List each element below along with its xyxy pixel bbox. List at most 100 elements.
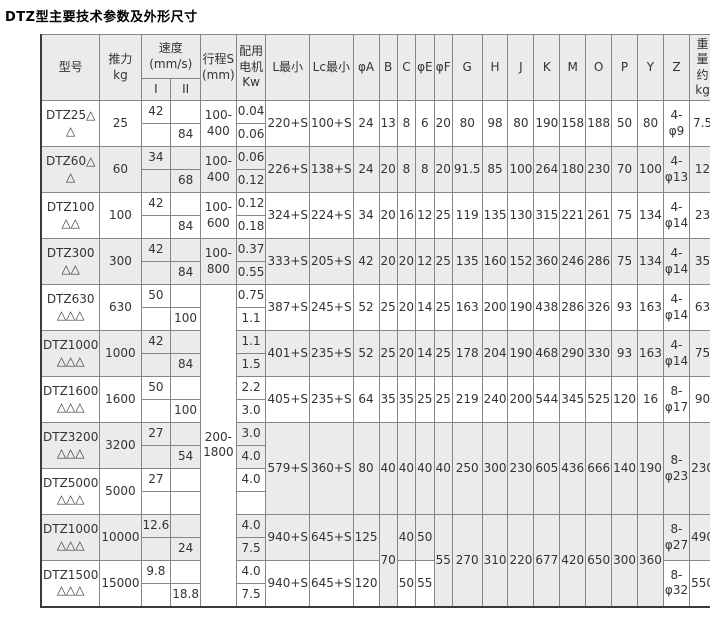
dim-cell: 152 xyxy=(507,238,535,285)
header-cell: K xyxy=(533,34,561,101)
z-cell: 4- φ14 xyxy=(662,284,691,331)
dim-cell: 190 xyxy=(533,100,561,147)
dim-cell: 250 xyxy=(451,422,483,515)
dim-cell: 40 xyxy=(433,422,453,515)
z-cell: 4- φ13 xyxy=(662,146,691,193)
z-cell: 4- φ9 xyxy=(662,100,691,147)
speed2-cell: 18.8 xyxy=(170,583,201,607)
header-cell: φF xyxy=(433,34,453,101)
dim-cell: 240 xyxy=(481,376,509,423)
lmin-cell: 940+S xyxy=(265,514,311,561)
dim-cell: 14 xyxy=(415,330,435,377)
header-cell: φA xyxy=(352,34,380,101)
dim-cell: 35 xyxy=(378,376,398,423)
speed2-cell xyxy=(170,514,201,538)
table-row: DTZ3200 △△△ 3200 27 3.0 579+S 360+S 80 4… xyxy=(40,422,710,515)
lmin-cell: 401+S xyxy=(265,330,311,377)
z-cell: 8- φ17 xyxy=(662,376,691,423)
dim-cell: 468 xyxy=(533,330,561,377)
dim-cell: 120 xyxy=(611,376,638,423)
speed1-cell: 42 xyxy=(140,238,172,262)
speed2-cell xyxy=(170,330,201,354)
thrust-cell: 630 xyxy=(99,284,142,331)
lmin-cell: 226+S xyxy=(265,146,311,193)
dim-cell: 8 xyxy=(415,146,435,193)
dim-cell: 12 xyxy=(415,238,435,285)
dim-cell: 135 xyxy=(451,238,483,285)
dim-cell: 52 xyxy=(352,284,380,331)
weight-cell: 75 xyxy=(689,330,710,377)
dim-cell: 286 xyxy=(559,284,587,331)
weight-cell: 63 xyxy=(689,284,710,331)
dim-cell: 650 xyxy=(585,514,613,607)
speed2-cell xyxy=(170,100,201,124)
dim-cell: 125 xyxy=(352,514,380,561)
dim-cell: 160 xyxy=(481,238,509,285)
weight-cell: 550 xyxy=(689,560,710,607)
dim-cell: 140 xyxy=(611,422,638,515)
model-cell: DTZ1000 △△△ xyxy=(40,514,101,561)
dim-cell: 20 xyxy=(396,238,417,285)
speed2-cell: 100 xyxy=(170,399,201,423)
speed1-cell xyxy=(140,445,172,469)
dim-cell: 300 xyxy=(611,514,638,607)
dim-cell: 163 xyxy=(637,284,664,331)
model-cell: DTZ630 △△△ xyxy=(40,284,101,331)
thrust-cell: 5000 xyxy=(99,468,142,515)
dim-cell: 190 xyxy=(507,330,535,377)
z-cell: 4- φ14 xyxy=(662,192,691,239)
dim-cell: 221 xyxy=(559,192,587,239)
motor-cell: 7.5 xyxy=(235,537,267,561)
header-row: 型号 推力kg 速度 (mm/s) 行程S (mm) 配用 电机 Kw L最小 … xyxy=(40,34,710,101)
z-cell: 8- φ27 xyxy=(662,514,691,561)
weight-cell: 90 xyxy=(689,376,710,423)
dim-cell: 14 xyxy=(415,284,435,331)
speed2-cell xyxy=(170,146,201,170)
speed2-cell xyxy=(170,468,201,492)
dim-cell: 605 xyxy=(533,422,561,515)
thrust-cell: 100 xyxy=(99,192,142,239)
speed2-cell xyxy=(170,376,201,400)
speed1-cell: 50 xyxy=(140,376,172,400)
dim-cell: 286 xyxy=(585,238,613,285)
thrust-cell: 300 xyxy=(99,238,142,285)
dim-cell: 135 xyxy=(481,192,509,239)
dim-cell: 93 xyxy=(611,330,638,377)
speed2-cell: 84 xyxy=(170,353,201,377)
header-cell: P xyxy=(611,34,638,101)
dim-cell: 25 xyxy=(378,330,398,377)
header-cell: B xyxy=(378,34,398,101)
speed2-cell: 24 xyxy=(170,537,201,561)
dim-cell: 178 xyxy=(451,330,483,377)
motor-cell: 4.0 xyxy=(235,560,267,584)
dim-cell: 360 xyxy=(533,238,561,285)
dim-cell: 25 xyxy=(415,376,435,423)
dim-cell: 100 xyxy=(507,146,535,193)
dim-cell: 120 xyxy=(352,560,380,607)
weight-cell: 35 xyxy=(689,238,710,285)
speed2-cell: 68 xyxy=(170,169,201,193)
lmin-cell: 387+S xyxy=(265,284,311,331)
thrust-cell: 60 xyxy=(99,146,142,193)
dim-cell: 219 xyxy=(451,376,483,423)
table-row: DTZ1000 △△△ 10000 12.6 4.0 940+S 645+S 1… xyxy=(40,514,710,607)
speed1-cell: 12.6 xyxy=(140,514,172,538)
lmin-cell: 324+S xyxy=(265,192,311,239)
dim-cell: 20 xyxy=(433,146,453,193)
dim-cell: 666 xyxy=(585,422,613,515)
dim-cell: 190 xyxy=(637,422,664,515)
header-cell: L最小 xyxy=(265,34,311,101)
dim-cell: 230 xyxy=(585,146,613,193)
header-cell: 推力kg xyxy=(99,34,142,101)
motor-cell: 0.18 xyxy=(235,215,267,239)
dim-cell: 40 xyxy=(415,422,435,515)
z-cell: 4- φ14 xyxy=(662,238,691,285)
weight-cell: 12 xyxy=(689,146,710,193)
dim-cell: 85 xyxy=(481,146,509,193)
speed2-cell xyxy=(170,192,201,216)
speed1-cell xyxy=(140,353,172,377)
thrust-cell: 1000 xyxy=(99,330,142,377)
dim-cell: 24 xyxy=(352,100,380,147)
header-cell: 速度 (mm/s) xyxy=(140,34,201,79)
dim-cell: 34 xyxy=(352,192,380,239)
